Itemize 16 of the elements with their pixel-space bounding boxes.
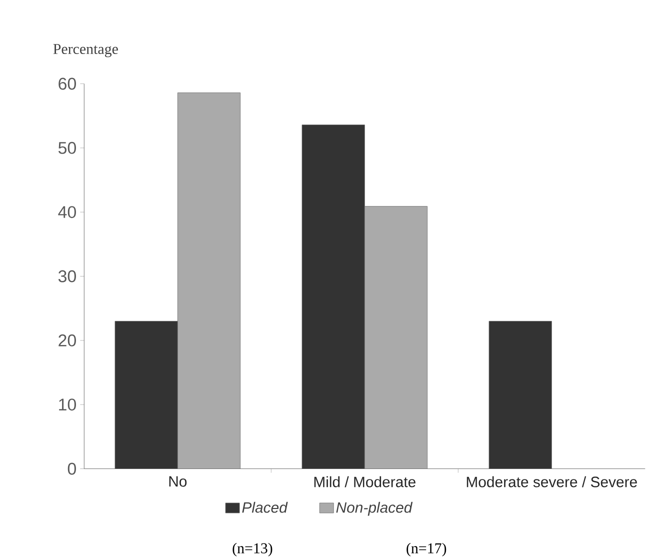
y-tick-label: 30	[58, 270, 76, 282]
y-tick-label: 60	[58, 78, 76, 90]
y-tick-label: 20	[58, 334, 76, 347]
bar	[488, 321, 552, 470]
x-tick-label: Moderate severe / Severe	[466, 476, 637, 488]
y-tick-label: 50	[58, 142, 76, 154]
y-tick-label: 40	[58, 206, 76, 218]
legend-label: Placed	[242, 502, 288, 513]
x-tick-label: Mild / Moderate	[314, 476, 416, 488]
y-tick-label: 10	[59, 398, 76, 411]
y-tick-label: 0	[68, 462, 76, 475]
y-axis-title: Percentage	[53, 44, 118, 58]
legend-label: Non-placed	[336, 502, 413, 516]
text: (n=17)	[406, 542, 446, 557]
x-tick-label: No	[169, 476, 187, 487]
text: (n=13)	[232, 542, 272, 557]
